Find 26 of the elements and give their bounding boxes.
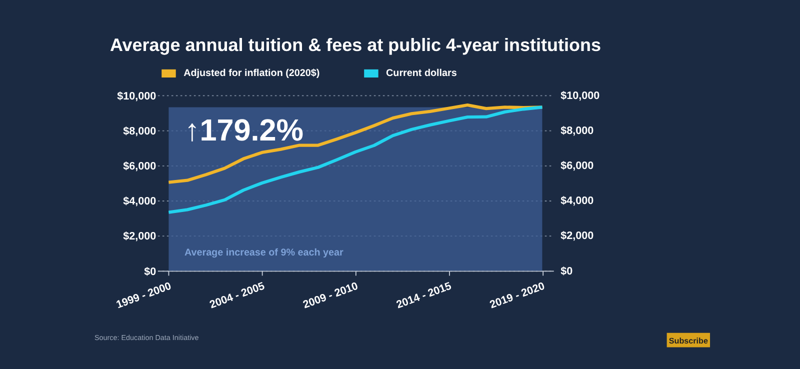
y-tick-label: $2,000 (123, 230, 156, 243)
y-tick-label: $8,000 (123, 125, 156, 138)
legend-label: Adjusted for inflation (2020$) (184, 68, 320, 80)
legend-label: Current dollars (386, 68, 458, 80)
source-note: Source: Education Data Initiative (94, 333, 199, 342)
line-series (167, 106, 544, 214)
x-tick-label: 2014 - 2015 (394, 280, 454, 312)
text: Subscribe (668, 336, 708, 346)
y-tick-label: $10,000 (117, 90, 156, 102)
y-tick-label: $6,000 (123, 160, 156, 172)
chart-title: Average annual tuition & fees at public 4-year institutions (110, 35, 601, 56)
y2-tick-label: $0 (560, 265, 573, 278)
y2-tick-label: $4,000 (560, 195, 594, 208)
line-series (167, 104, 544, 184)
y2-tick-label: $10,000 (560, 90, 600, 102)
x-tick-label: 2019 - 2020 (488, 280, 546, 312)
y2-tick-label: $2,000 (560, 230, 594, 242)
y-tick-label: $4,000 (123, 196, 156, 208)
annotation: Average increase of 9% each year (184, 247, 344, 258)
y-tick-label: $0 (144, 266, 156, 278)
x-tick-label: 2009 - 2010 (302, 280, 360, 312)
x-tick-label: 1999 - 2000 (114, 280, 173, 312)
annotation: ↑179.2% (184, 113, 304, 148)
y2-tick-label: $8,000 (560, 124, 594, 137)
y2-tick-label: $6,000 (560, 160, 594, 172)
x-tick-label: 2004 - 2005 (208, 280, 266, 312)
